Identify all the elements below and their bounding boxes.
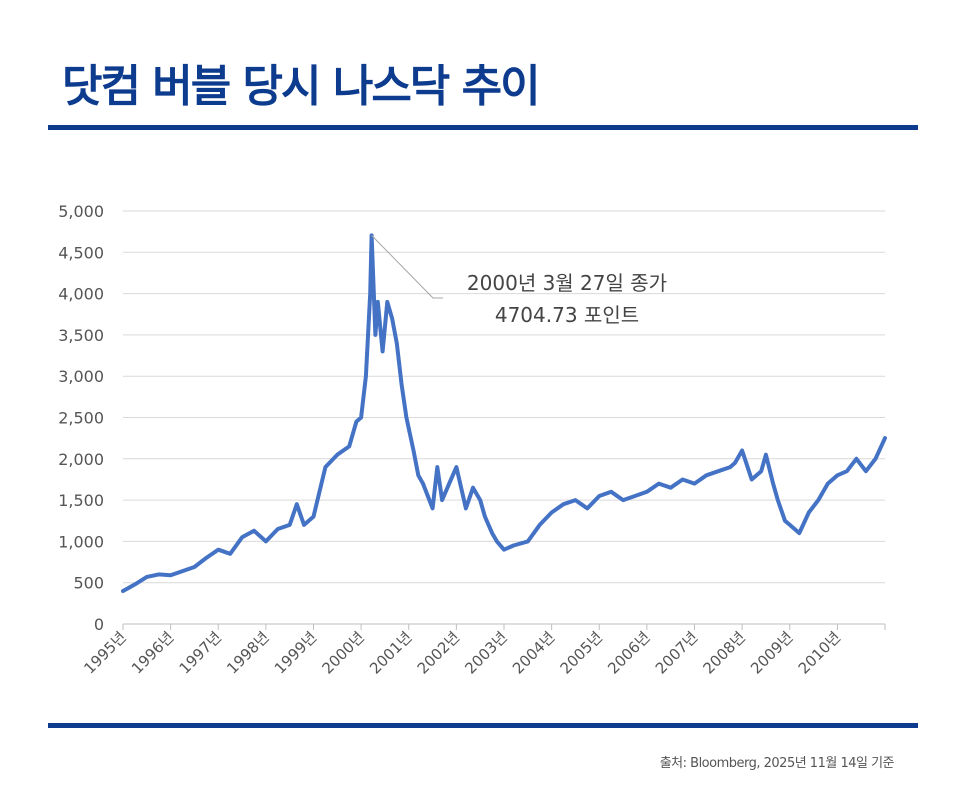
series-line-nasdaq [121,233,887,593]
x-tick-label: 2004년 [509,628,558,677]
y-axis-ticks: 0 500 1,000 1,500 2,000 2,500 3,000 3,500 4,000 4… [58,202,104,634]
y-tick-label: 2,500 [58,409,104,428]
y-tick-label: 2,000 [58,450,104,469]
x-tick-label: 1999년 [271,628,320,677]
y-tick-label: 4,500 [58,243,104,262]
x-tick-label: 2007년 [652,628,701,677]
x-tick-label: 2003년 [461,628,510,677]
y-tick-label: 500 [73,574,104,593]
x-tick-label: 1997년 [176,628,225,677]
annotation-leader-line [371,235,443,299]
x-axis-ticks: 1995년1996년1997년1998년1999년2000년2001년2002년… [80,624,886,678]
y-tick-label: 5,000 [58,202,104,221]
header-divider [48,125,918,130]
y-tick-label: 4,000 [58,285,104,304]
x-tick-label: 2002년 [414,628,463,677]
footer-divider [48,723,918,728]
y-tick-label: 3,000 [58,367,104,386]
series-layer [121,233,887,593]
x-tick-label: 2010년 [795,628,844,677]
x-tick-label: 2009년 [747,628,796,677]
annotation-value-label: 4704.73 포인트 [495,303,639,327]
gridlines [123,210,885,625]
x-tick-label: 2006년 [604,628,653,677]
x-tick-label: 1996년 [128,628,177,677]
x-tick-label: 1998년 [223,628,272,677]
y-tick-label: 3,500 [58,326,104,345]
y-tick-label: 1,000 [58,532,104,551]
x-tick-label: 2000년 [318,628,367,677]
x-tick-label: 2008년 [699,628,748,677]
y-tick-label: 1,500 [58,491,104,510]
x-tick-label: 2005년 [557,628,606,677]
y-tick-label: 0 [94,615,104,634]
source-note: 출처: Bloomberg, 2025년 11월 14일 기준 [659,756,895,771]
x-tick-label: 2001년 [366,628,415,677]
annotation-date-label: 2000년 3월 27일 종가 [467,271,667,295]
annotation-layer: 2000년 3월 27일 종가 4704.73 포인트 [371,235,667,327]
x-tick-label: 1995년 [80,628,129,677]
page-title: 닷컴 버블 당시 나스닥 추이 [62,61,541,112]
